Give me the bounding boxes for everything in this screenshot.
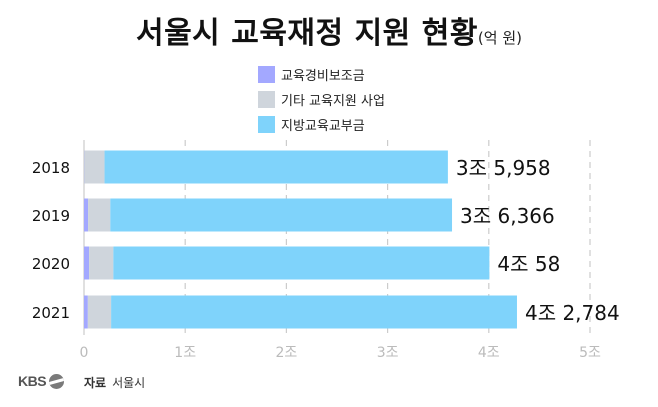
bar-segment <box>111 295 517 329</box>
x-tick-label: 2조 <box>276 345 298 361</box>
x-tick-label: 3조 <box>377 345 399 361</box>
total-data-label: 4조 58 <box>497 252 560 276</box>
total-data-label: 3조 6,366 <box>460 204 555 228</box>
bar-segment <box>84 295 88 329</box>
globe-icon <box>49 373 65 389</box>
bar-segment <box>104 150 448 184</box>
bar-segment <box>110 198 453 232</box>
bar-segment <box>84 150 105 184</box>
x-tick-label: 1조 <box>174 345 196 361</box>
legend-swatch-c <box>258 116 275 133</box>
legend-label: 지방교육교부금 <box>281 119 365 134</box>
legend-swatch-b <box>258 91 275 108</box>
bar-segment <box>89 246 114 280</box>
bar-segment <box>84 246 90 280</box>
source-credit: 자료 서울시 <box>84 374 145 391</box>
total-data-label: 3조 5,958 <box>456 156 551 180</box>
legend-swatch-a <box>258 66 275 83</box>
legend: 교육경비보조금 기타 교육지원 사업 지방교육교부금 <box>258 62 385 137</box>
chart-title-text: 서울시 교육재정 지원 현황 <box>135 16 478 51</box>
kbs-logo: KBS <box>18 373 65 389</box>
y-category-label: 2020 <box>32 255 70 273</box>
chart-title: 서울시 교육재정 지원 현황(억 원) <box>0 8 658 52</box>
x-tick-label: 4조 <box>478 345 500 361</box>
x-tick-label: 0 <box>80 345 89 361</box>
source-value: 서울시 <box>112 376 146 390</box>
legend-item: 지방교육교부금 <box>258 112 385 137</box>
bar-segment <box>113 246 490 280</box>
y-category-label: 2019 <box>32 207 70 225</box>
x-tick-label: 5조 <box>579 345 601 361</box>
unit-label: (억 원) <box>477 29 522 47</box>
y-category-label: 2018 <box>32 159 70 177</box>
bar-segment <box>88 198 111 232</box>
bar-segment <box>84 198 89 232</box>
bar-segment <box>87 295 112 329</box>
y-category-label: 2021 <box>32 304 70 322</box>
source-label: 자료 <box>84 376 107 390</box>
kbs-logo-text: KBS <box>18 373 47 389</box>
legend-label: 기타 교육지원 사업 <box>281 94 385 109</box>
legend-item: 교육경비보조금 <box>258 62 385 87</box>
total-data-label: 4조 2,784 <box>525 301 620 325</box>
legend-item: 기타 교육지원 사업 <box>258 87 385 112</box>
legend-label: 교육경비보조금 <box>281 69 365 84</box>
